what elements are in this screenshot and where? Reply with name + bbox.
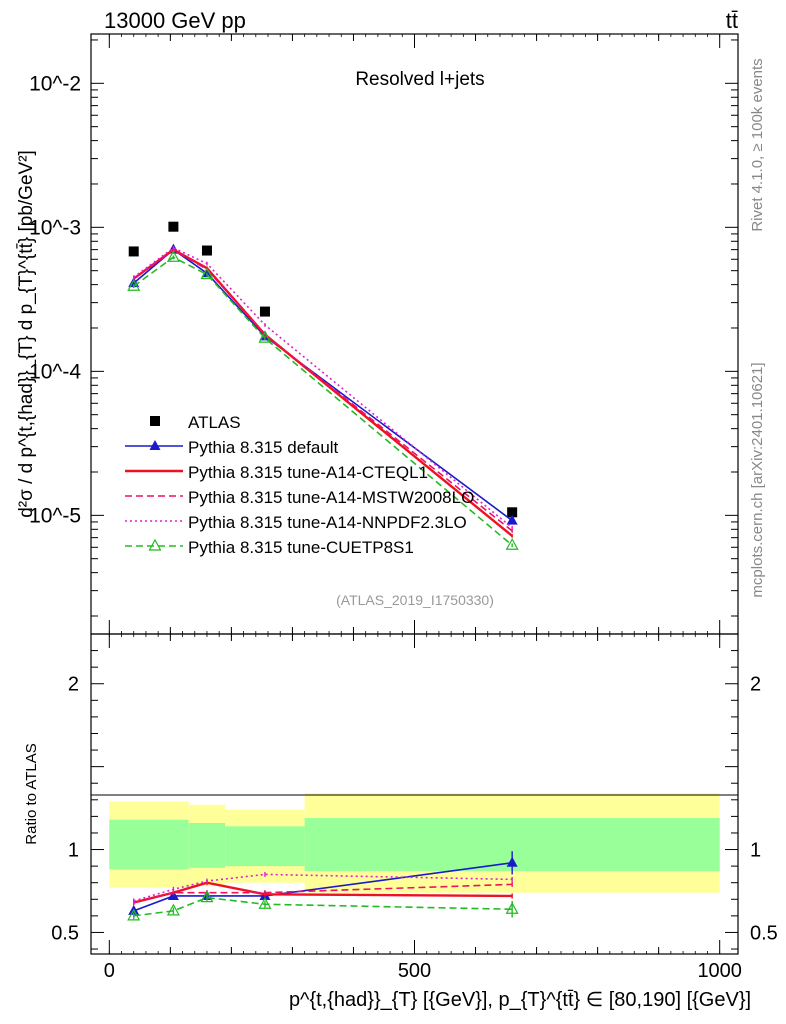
chart-title: Resolved l+jets (355, 69, 484, 90)
ratio-band-green (188, 823, 226, 868)
ratio-tick-label: 1 (68, 840, 79, 862)
main-series-group (127, 221, 519, 550)
data-point-atlas (201, 245, 212, 256)
series-5-ratio-point (258, 897, 272, 909)
y-tick-label: 10^-3 (29, 216, 81, 239)
series-5-point (258, 330, 272, 343)
series-5-ratio-point (166, 903, 180, 916)
data-point-atlas (259, 306, 270, 317)
process-label: tt̄ (726, 8, 738, 33)
x-tick-label: 500 (398, 960, 431, 982)
legend-label: Pythia 8.315 tune-A14-CTEQL1 (188, 463, 428, 482)
ratio-series-group (127, 851, 519, 921)
series-3-ratio-line (133, 883, 513, 904)
y-axis-label: d²σ / d p^{t,{had}}_{T} d p_{T}^{tt̄} [p… (16, 150, 37, 518)
ratio-panel: 0.5 0.5 1 1 2 2 Ratio to ATLAS (23, 633, 778, 955)
legend-label: ATLAS (188, 413, 241, 432)
legend-label: Pythia 8.315 tune-A14-MSTW2008LO (188, 488, 474, 507)
energy-label: 13000 GeV pp (104, 8, 246, 33)
x-axis: 0 500 1000 (104, 34, 742, 982)
y-tick-label: 10^-4 (29, 360, 81, 383)
series-5-ratio-point (127, 908, 141, 921)
rivet-label: Rivet 4.1.0, ≥ 100k events (749, 58, 766, 231)
y-tick-label: 10^-5 (29, 504, 81, 527)
ratio-band-green (109, 819, 189, 870)
mcplots-label: mcplots.cern.ch [arXiv:2401.10621] (749, 362, 766, 597)
legend-label: Pythia 8.315 tune-A14-NNPDF2.3LO (188, 513, 467, 532)
ratio-bands (109, 793, 720, 893)
series-1-point (506, 514, 518, 525)
x-tick-label: 1000 (697, 960, 742, 982)
series-5-point (200, 267, 214, 280)
series-5-ratio-line (133, 896, 513, 917)
main-panel: 10^-5 10^-4 10^-3 10^-2 Resolved l+jets (AT… (16, 33, 739, 635)
series-5-point (166, 249, 180, 262)
analysis-id: (ATLAS_2019_I1750330) (336, 592, 494, 608)
main-axes: 10^-5 10^-4 10^-3 10^-2 (29, 39, 738, 617)
series-1-ratio-point (506, 856, 518, 867)
data-point-atlas (507, 507, 518, 518)
series-5-ratio-point (200, 890, 214, 903)
y-tick-label: 10^-2 (29, 72, 81, 95)
x-axis-label: p^{t,{had}}_{T} [{GeV}], p_{T}^{tt̄} ∈ [… (289, 989, 751, 1011)
series-5-point (505, 538, 519, 550)
series-5-point (127, 278, 141, 291)
ratio-tick-label: 0.5 (51, 922, 79, 944)
x-tick-label: 0 (104, 960, 115, 982)
ratio-axes: 0.5 0.5 1 1 2 2 (51, 650, 778, 950)
ratio-tick-label-right: 1 (750, 840, 761, 862)
series-5-line (133, 256, 513, 546)
legend-label: Pythia 8.315 tune-CUETP8S1 (188, 538, 414, 557)
legend-marker-atlas (150, 416, 160, 426)
legend-label: Pythia 8.315 default (188, 438, 339, 457)
data-point-atlas (168, 221, 179, 232)
series-5-ratio-point (505, 901, 519, 914)
ratio-tick-label: 2 (68, 674, 79, 696)
legend-marker-5 (148, 538, 162, 551)
ratio-tick-label-right: 2 (750, 674, 761, 696)
legend-marker-1 (149, 440, 161, 450)
ratio-band-green (225, 826, 305, 867)
data-point-atlas (128, 246, 139, 257)
legend: ATLAS Pythia 8.315 default Pythia 8.315 tu… (125, 413, 474, 557)
ratio-tick-label-right: 0.5 (750, 922, 778, 944)
ratio-axis-label: Ratio to ATLAS (23, 743, 40, 844)
